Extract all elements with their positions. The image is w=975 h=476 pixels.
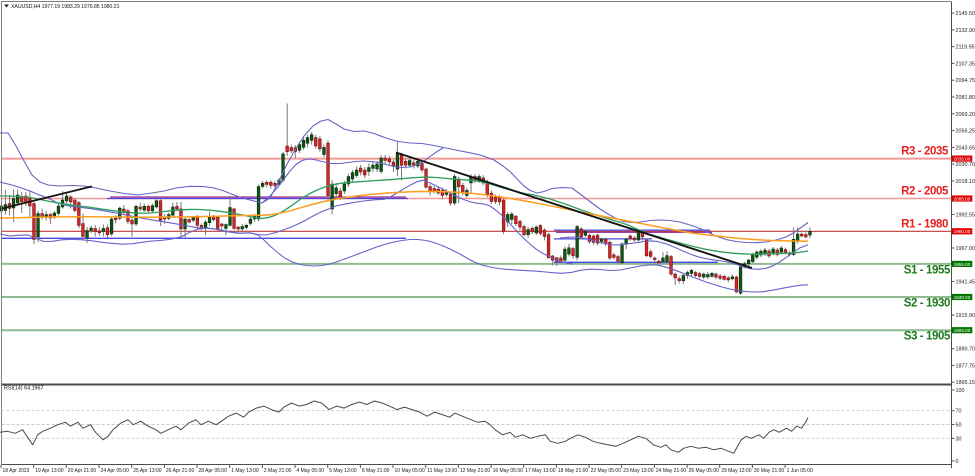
svg-text:XAUUSD,H4 1977.19 1983.29 197: XAUUSD,H4 1977.19 1983.29 1976.85 1980.2…: [11, 4, 120, 10]
svg-text:11 May 13:00: 11 May 13:00: [427, 468, 457, 474]
svg-text:2081.80: 2081.80: [956, 95, 975, 101]
svg-text:1890.70: 1890.70: [956, 347, 975, 353]
svg-text:24 May 21:00: 24 May 21:00: [656, 468, 687, 474]
svg-text:19 Apr 13:00: 19 Apr 13:00: [35, 468, 64, 474]
svg-text:24 Apr 05:00: 24 Apr 05:00: [101, 468, 130, 474]
svg-text:R3 - 2035: R3 - 2035: [901, 146, 949, 158]
svg-text:30: 30: [956, 436, 962, 442]
svg-text:2069.20: 2069.20: [956, 112, 975, 118]
svg-text:1905.00: 1905.00: [954, 328, 971, 333]
svg-text:R1 - 1980: R1 - 1980: [901, 219, 948, 231]
svg-text:20 Apr 21:00: 20 Apr 21:00: [68, 468, 97, 474]
svg-text:16 May 05:00: 16 May 05:00: [493, 468, 524, 474]
svg-text:2145.50: 2145.50: [956, 11, 975, 17]
svg-text:1 May 13:00: 1 May 13:00: [231, 468, 259, 474]
svg-text:2107.35: 2107.35: [956, 61, 975, 67]
svg-text:22 May 05:00: 22 May 05:00: [591, 468, 622, 474]
svg-text:R2 - 2005: R2 - 2005: [901, 186, 949, 198]
svg-text:1967.00: 1967.00: [956, 246, 975, 252]
svg-text:70: 70: [956, 409, 962, 415]
svg-text:2094.75: 2094.75: [956, 78, 975, 84]
svg-text:2056.25: 2056.25: [956, 129, 975, 135]
svg-text:100: 100: [956, 388, 965, 394]
svg-text:26 Apr 21:00: 26 Apr 21:00: [166, 468, 195, 474]
svg-text:0: 0: [956, 459, 959, 465]
svg-text:28 Apr 05:00: 28 Apr 05:00: [199, 468, 228, 474]
svg-text:18 May 21:00: 18 May 21:00: [558, 468, 589, 474]
svg-text:10 May 05:00: 10 May 05:00: [395, 468, 426, 474]
svg-text:30 May 21:00: 30 May 21:00: [754, 468, 785, 474]
svg-text:2030.70: 2030.70: [956, 162, 975, 168]
svg-text:2035.00: 2035.00: [954, 157, 971, 162]
svg-text:1992.55: 1992.55: [956, 212, 975, 218]
svg-text:S1 - 1955: S1 - 1955: [904, 265, 951, 277]
svg-text:S3 - 1905: S3 - 1905: [904, 331, 951, 343]
svg-text:2005.00: 2005.00: [954, 196, 971, 201]
svg-text:2018.10: 2018.10: [956, 179, 975, 185]
svg-text:8 May 21:00: 8 May 21:00: [362, 468, 390, 474]
svg-text:29 May 13:00: 29 May 13:00: [721, 468, 752, 474]
svg-text:RSI(14) 64.1967: RSI(14) 64.1967: [4, 386, 44, 392]
svg-text:12 May 21:00: 12 May 21:00: [460, 468, 491, 474]
svg-text:1930.00: 1930.00: [954, 295, 971, 300]
svg-text:25 Apr 13:00: 25 Apr 13:00: [133, 468, 162, 474]
svg-text:2119.95: 2119.95: [956, 45, 975, 51]
svg-text:2132.90: 2132.90: [956, 28, 975, 34]
svg-text:2 May 21:00: 2 May 21:00: [264, 468, 292, 474]
svg-text:5 May 13:00: 5 May 13:00: [329, 468, 357, 474]
svg-text:S2 - 1930: S2 - 1930: [904, 298, 950, 310]
svg-text:1915.90: 1915.90: [956, 313, 975, 319]
svg-text:1955.00: 1955.00: [954, 262, 971, 267]
svg-text:1941.45: 1941.45: [956, 280, 975, 286]
svg-text:1980.00: 1980.00: [954, 229, 971, 234]
svg-text:50: 50: [956, 423, 962, 429]
svg-text:1865.15: 1865.15: [956, 380, 975, 386]
svg-text:2043.65: 2043.65: [956, 145, 975, 151]
svg-text:4 May 05:00: 4 May 05:00: [297, 468, 325, 474]
svg-text:17 May 13:00: 17 May 13:00: [525, 468, 556, 474]
svg-text:18 Apr 2023: 18 Apr 2023: [3, 468, 30, 474]
svg-text:1877.75: 1877.75: [956, 363, 975, 369]
svg-text:23 May 13:00: 23 May 13:00: [623, 468, 654, 474]
svg-text:1 Jun 05:00: 1 Jun 05:00: [787, 468, 813, 474]
svg-text:26 May 05:00: 26 May 05:00: [689, 468, 720, 474]
